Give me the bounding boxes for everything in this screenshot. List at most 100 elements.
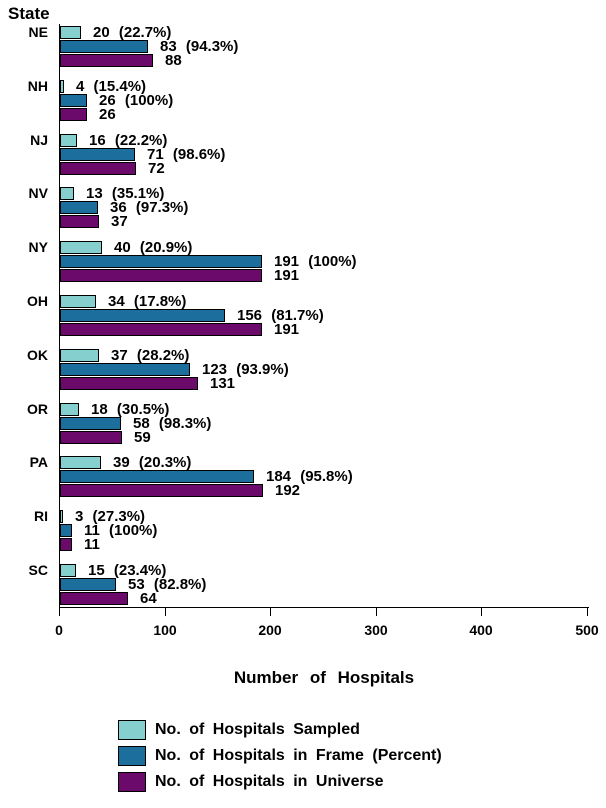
bar-value-label: 37 (28.2%) [111,347,190,364]
bar-value-label: 64 [140,590,157,607]
x-tick-mark [587,608,588,616]
bar-oh-series2 [60,323,262,336]
legend-swatch-series1 [118,746,146,766]
bar-value-label: 40 (20.9%) [114,239,193,256]
legend: No. of Hospitals Sampled No. of Hospitals… [118,720,442,798]
bar-value-label: 53 (82.8%) [128,576,207,593]
bar-nv-series1 [60,201,98,214]
bar-nv-series2 [60,215,99,228]
bar-value-label: 123 (93.9%) [202,361,289,378]
bar-value-label: 192 [275,482,301,499]
bar-value-label: 72 [148,160,165,177]
bar-ri-series2 [60,538,72,551]
bar-nj-series0 [60,134,77,147]
y-category-label: NE [28,24,48,40]
legend-label: No. of Hospitals in Frame (Percent) [155,747,442,764]
bar-nv-series0 [60,187,74,200]
legend-swatch-series2 [118,772,146,792]
bar-value-label: 88 [165,52,182,69]
bar-value-label: 20 (22.7%) [93,24,172,41]
y-category-label: NJ [30,132,48,148]
x-tick-label: 400 [469,622,493,638]
bar-ok-series0 [60,349,99,362]
x-tick-label: 0 [55,622,63,638]
bar-pa-series2 [60,484,263,497]
bar-value-label: 4 (15.4%) [76,78,147,95]
legend-label: No. of Hospitals Sampled [155,721,360,738]
x-tick-mark [376,608,377,616]
bar-value-label: 71 (98.6%) [147,146,226,163]
bar-value-label: 18 (30.5%) [91,401,170,418]
bar-value-label: 11 [84,536,100,553]
bar-value-label: 58 (98.3%) [133,415,212,432]
bar-sc-series0 [60,564,76,577]
bar-ok-series1 [60,363,190,376]
bar-value-label: 34 (17.8%) [108,293,187,310]
y-category-label: OK [27,347,48,363]
bar-ok-series2 [60,377,198,390]
x-tick-label: 300 [364,622,388,638]
y-category-label: NV [28,185,48,201]
y-category-label: SC [28,562,48,578]
bar-ne-series2 [60,54,153,67]
bar-value-label: 156 (81.7%) [237,307,324,324]
bar-value-label: 15 (23.4%) [88,562,167,579]
bar-value-label: 36 (97.3%) [110,199,189,216]
x-axis-line [59,607,589,608]
bar-value-label: 83 (94.3%) [160,38,239,55]
y-axis-title: State [8,4,50,23]
y-category-label: OH [27,293,48,309]
bar-ne-series1 [60,40,148,53]
bar-or-series0 [60,403,79,416]
bar-pa-series1 [60,470,254,483]
x-tick-label: 100 [153,622,177,638]
bar-sc-series2 [60,592,128,605]
legend-item: No. of Hospitals Sampled [118,720,442,740]
legend-label: No. of Hospitals in Universe [155,773,384,790]
bar-oh-series0 [60,295,96,308]
bar-value-label: 13 (35.1%) [86,185,165,202]
bar-nh-series0 [60,80,64,93]
bar-sc-series1 [60,578,116,591]
y-category-label: OR [27,401,48,417]
bar-value-label: 11 (100%) [84,522,158,539]
bar-pa-series0 [60,456,101,469]
bar-oh-series1 [60,309,225,322]
bar-ny-series2 [60,269,262,282]
bar-value-label: 16 (22.2%) [89,132,168,149]
bar-value-label: 39 (20.3%) [113,454,192,471]
bar-ny-series1 [60,255,262,268]
bar-nj-series1 [60,148,135,161]
bar-ny-series0 [60,241,102,254]
y-category-label: NY [28,239,48,255]
x-tick-mark [59,608,60,616]
bar-ne-series0 [60,26,81,39]
bar-ri-series0 [60,510,63,523]
x-tick-label: 200 [258,622,282,638]
bar-nj-series2 [60,162,136,175]
bar-value-label: 191 [274,321,300,338]
bar-value-label: 3 (27.3%) [75,508,146,525]
x-tick-mark [165,608,166,616]
bar-value-label: 26 [99,106,116,123]
legend-swatch-series0 [118,720,146,740]
bar-nh-series2 [60,108,87,121]
y-category-label: RI [34,508,48,524]
bar-value-label: 131 [210,375,236,392]
bar-value-label: 191 (100%) [274,253,357,270]
x-axis-title: Number of Hospitals [233,668,415,687]
y-axis-line [59,24,60,608]
legend-item: No. of Hospitals in Universe [118,772,442,792]
bar-value-label: 191 [274,267,300,284]
y-category-label: NH [27,78,48,94]
x-tick-label: 500 [575,622,599,638]
bar-ri-series1 [60,524,72,537]
bar-value-label: 59 [134,429,151,446]
x-tick-mark [481,608,482,616]
y-category-label: PA [29,454,48,470]
bar-value-label: 37 [111,213,128,230]
legend-item: No. of Hospitals in Frame (Percent) [118,746,442,766]
x-tick-mark [270,608,271,616]
bar-value-label: 26 (100%) [99,92,174,109]
